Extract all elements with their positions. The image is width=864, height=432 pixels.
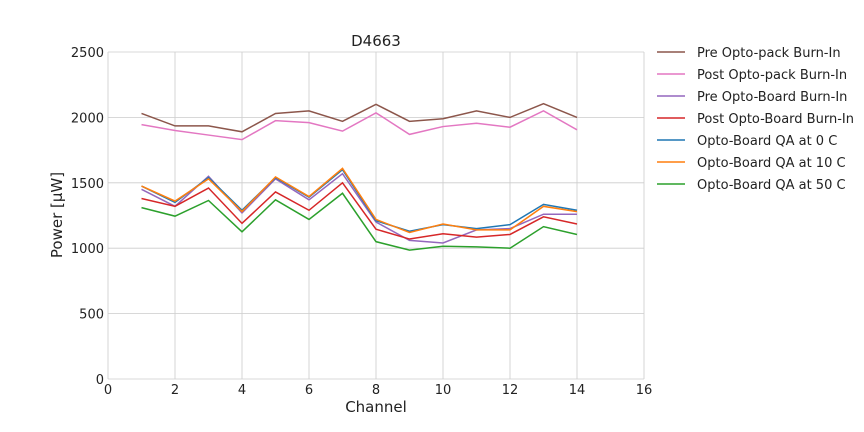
x-tick-label: 2 xyxy=(171,383,179,398)
y-tick-label: 0 xyxy=(96,373,104,388)
x-tick-label: 14 xyxy=(569,383,586,398)
y-tick-label: 2500 xyxy=(71,46,104,61)
y-tick-label: 1000 xyxy=(71,242,104,257)
legend-label: Opto-Board QA at 10 C xyxy=(697,156,846,171)
y-tick-label: 500 xyxy=(79,308,104,323)
legend-label: Opto-Board QA at 50 C xyxy=(697,178,846,193)
x-tick-label: 8 xyxy=(372,383,380,398)
y-tick-label: 1500 xyxy=(71,177,104,192)
legend: Pre Opto-pack Burn-In Post Opto-pack Burn… xyxy=(657,46,854,193)
legend-label: Pre Opto-pack Burn-In xyxy=(697,46,841,61)
legend-label: Post Opto-pack Burn-In xyxy=(697,68,847,83)
series-lines xyxy=(141,102,578,251)
series-line-1 xyxy=(141,110,578,141)
y-tick-labels: 0 500 1000 1500 2000 2500 xyxy=(71,46,104,388)
series-line-6 xyxy=(141,192,578,251)
x-tick-label: 0 xyxy=(104,383,112,398)
x-tick-labels: 0 2 4 6 8 10 12 14 16 xyxy=(104,383,652,398)
legend-label: Opto-Board QA at 0 C xyxy=(697,134,837,149)
x-tick-label: 6 xyxy=(305,383,313,398)
series-line-0 xyxy=(141,102,578,133)
series-line-3 xyxy=(141,181,578,240)
x-tick-label: 16 xyxy=(636,383,653,398)
y-axis-label: Power [μW] xyxy=(48,172,66,258)
chart-title: D4663 xyxy=(351,32,401,50)
y-tick-label: 2000 xyxy=(71,111,104,126)
x-tick-label: 4 xyxy=(238,383,246,398)
x-axis-label: Channel xyxy=(345,398,407,416)
legend-label: Post Opto-Board Burn-In xyxy=(697,112,854,127)
grid xyxy=(107,51,645,380)
legend-label: Pre Opto-Board Burn-In xyxy=(697,90,847,105)
x-tick-label: 10 xyxy=(435,383,452,398)
x-tick-label: 12 xyxy=(502,383,519,398)
series-line-5 xyxy=(141,167,578,234)
